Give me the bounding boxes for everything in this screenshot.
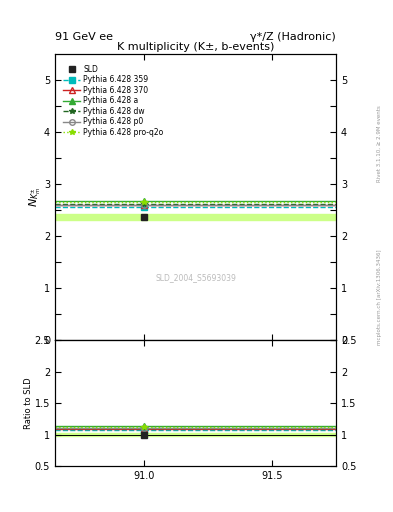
Text: Rivet 3.1.10, ≥ 2.9M events: Rivet 3.1.10, ≥ 2.9M events: [377, 105, 382, 182]
Title: K multiplicity (K±, b-events): K multiplicity (K±, b-events): [117, 41, 274, 52]
Text: mcplots.cern.ch [arXiv:1306.3436]: mcplots.cern.ch [arXiv:1306.3436]: [377, 249, 382, 345]
Y-axis label: $N_{K^{\pm}_m}$: $N_{K^{\pm}_m}$: [27, 187, 42, 207]
Legend: SLD, Pythia 6.428 359, Pythia 6.428 370, Pythia 6.428 a, Pythia 6.428 dw, Pythia: SLD, Pythia 6.428 359, Pythia 6.428 370,…: [62, 63, 165, 139]
Y-axis label: Ratio to SLD: Ratio to SLD: [24, 377, 33, 429]
Bar: [55, 214, 336, 220]
Text: SLD_2004_S5693039: SLD_2004_S5693039: [155, 273, 236, 282]
Text: 91 GeV ee: 91 GeV ee: [55, 32, 113, 42]
Bar: [55, 433, 336, 436]
Text: γ*/Z (Hadronic): γ*/Z (Hadronic): [250, 32, 336, 42]
